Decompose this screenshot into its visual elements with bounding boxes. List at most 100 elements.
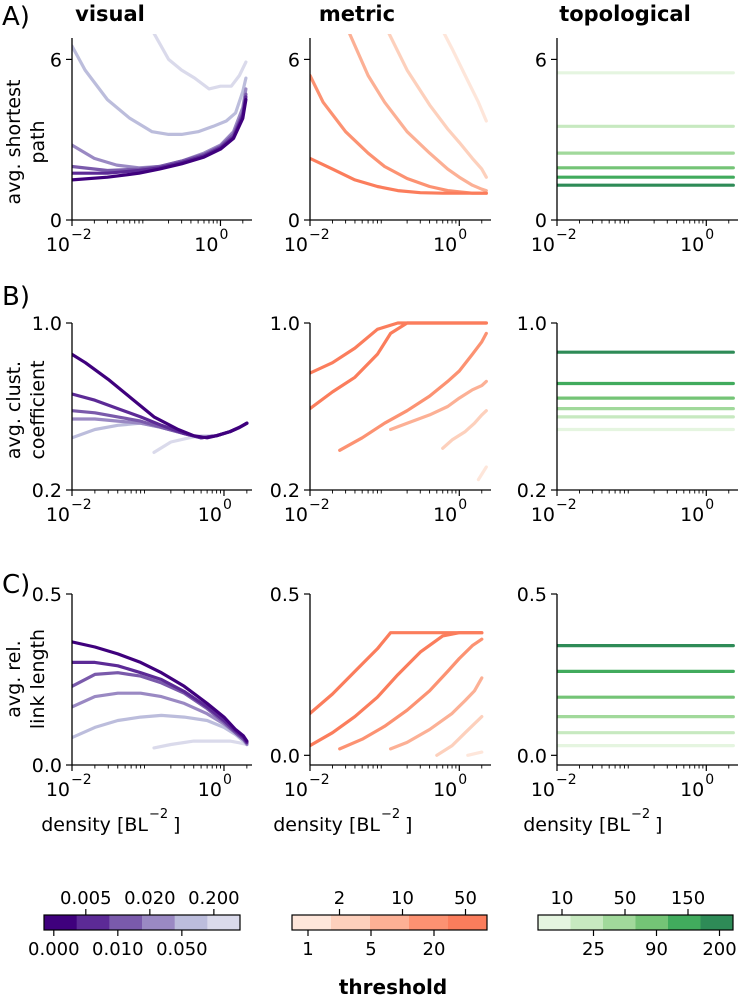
x-tick-label-base: 10 <box>531 779 555 801</box>
colorbar-label-top: 0.200 <box>188 888 240 909</box>
series-line-4 <box>310 156 488 195</box>
series-group <box>310 34 488 195</box>
colorbar-segment <box>448 915 488 930</box>
series-line-3 <box>72 671 249 745</box>
series-line-2 <box>389 379 488 432</box>
panel-a-metric: 10 −2 10 006 <box>284 34 491 256</box>
panel-b-topological: 10 −2 10 00.21.0 <box>517 313 738 526</box>
ylabel-line-2: path <box>27 120 49 163</box>
colorbar-label-bottom: 25 <box>582 939 605 960</box>
ylabel-line-2: link length <box>27 629 49 729</box>
x-tick-label-base: 10 <box>531 504 555 526</box>
x-tick-label-base: 10 <box>46 504 70 526</box>
colorbar-segment <box>76 915 110 930</box>
x-tick-label-exponent: −2 <box>309 772 330 788</box>
colorbar-segment <box>668 915 701 930</box>
series-line-1 <box>435 714 484 757</box>
colorbar-metric: 1 2 5 10 20 50 <box>291 888 488 960</box>
colorbar-frame <box>43 914 241 931</box>
x-tick-label-base: 10 <box>284 504 308 526</box>
x-tick-label-exponent: −2 <box>556 227 577 243</box>
x-tick-label-base: 10 <box>433 779 457 801</box>
x-tick-label-exponent: −2 <box>309 227 330 243</box>
x-tick-label-base: 10 <box>680 779 704 801</box>
series-line-0 <box>442 34 488 123</box>
y-tick-label: 1.0 <box>517 313 547 335</box>
colorbar-label-bottom: 90 <box>645 939 668 960</box>
column-title-topological: topological <box>559 2 691 26</box>
colorbar-visual: 0.000 0.005 0.010 0.020 0.050 0.200 <box>28 888 241 960</box>
panel-a-visual: 10 −2 10 006 <box>46 34 252 256</box>
y-tick-label: 0.2 <box>32 480 62 502</box>
x-tick-label-exponent: 0 <box>705 772 714 788</box>
series-group <box>310 631 484 757</box>
xlabel-exponent: −2 <box>149 807 168 822</box>
series-group <box>72 640 249 750</box>
series-line-4 <box>72 95 248 175</box>
series-group <box>557 71 735 187</box>
column-title-visual: visual <box>75 2 145 26</box>
ylabel-line-1: avg. rel. <box>3 640 25 717</box>
x-tick-label-base: 10 <box>433 234 457 256</box>
xlabel-bracket: ] <box>405 814 412 836</box>
xlabel-metric: density [BL −2 ] <box>273 807 412 836</box>
x-tick-label-exponent: −2 <box>556 772 577 788</box>
x-tick-label-exponent: −2 <box>71 227 92 243</box>
colorbar-segment <box>603 915 636 930</box>
colorbar-label-bottom: 0.000 <box>28 939 80 960</box>
series-line-1 <box>387 34 488 179</box>
y-tick-label: 0.0 <box>32 755 62 777</box>
colorbar-segment <box>109 915 143 930</box>
colorbar-label-bottom: 0.010 <box>92 939 144 960</box>
colorbar-segment <box>409 915 449 930</box>
panel-b-visual: 10 −2 10 00.21.0 <box>32 313 252 526</box>
x-tick-label-base: 10 <box>198 779 222 801</box>
colorbar-frame <box>291 914 488 931</box>
x-tick-label-exponent: −2 <box>556 497 577 513</box>
x-tick-label-exponent: 0 <box>223 497 232 513</box>
x-tick-label-base: 10 <box>531 234 555 256</box>
series-group <box>72 34 248 182</box>
xlabel-text: density [BL <box>273 814 380 836</box>
colorbar-segment <box>538 915 571 930</box>
panel-c-visual: 10 −2 10 00.00.5 <box>32 584 252 801</box>
x-tick-label-base: 10 <box>198 504 222 526</box>
series-group <box>72 352 249 454</box>
colorbar-segment <box>207 915 241 930</box>
series-group <box>557 350 735 432</box>
ylabel-line-2: coefficient <box>27 360 49 459</box>
y-tick-label: 0.2 <box>270 480 300 502</box>
ylabel-shortest-path: avg. shortest path <box>3 80 49 205</box>
x-tick-label-exponent: 0 <box>458 772 467 788</box>
colorbar-frame <box>537 914 734 931</box>
series-line-0 <box>152 34 248 91</box>
colorbar-topological: 10 25 50 90 150 200 <box>537 888 737 960</box>
colorbar-segment <box>635 915 669 930</box>
colorbar-segment <box>331 915 371 930</box>
footer-threshold-title: threshold <box>339 975 447 999</box>
x-tick-label-exponent: 0 <box>458 497 467 513</box>
row-label-a: A) <box>2 2 30 32</box>
x-tick-label-exponent: 0 <box>705 497 714 513</box>
colorbar-segment <box>570 915 604 930</box>
colorbar-segment <box>370 915 410 930</box>
colorbar-label-bottom: 200 <box>702 939 736 960</box>
colorbar-segment <box>700 915 734 930</box>
colorbar-label-top: 2 <box>334 888 345 909</box>
y-tick-label: 0.0 <box>270 745 300 767</box>
xlabel-exponent: −2 <box>631 807 650 822</box>
y-tick-label: 0 <box>50 210 62 232</box>
series-line-0 <box>466 750 484 757</box>
series-line-5 <box>72 640 249 743</box>
series-line-5 <box>72 352 249 440</box>
series-line-2 <box>348 34 488 193</box>
y-tick-label: 1.0 <box>270 313 300 335</box>
ylabel-clustering: avg. clust. coefficient <box>3 360 49 459</box>
ylabel-link-length: avg. rel. link length <box>3 629 49 729</box>
xlabel-bracket: ] <box>655 814 662 836</box>
x-tick-label-base: 10 <box>680 504 704 526</box>
colorbar-segment <box>142 915 176 930</box>
xlabel-topological: density [BL −2 ] <box>523 807 662 836</box>
series-group <box>557 643 735 748</box>
